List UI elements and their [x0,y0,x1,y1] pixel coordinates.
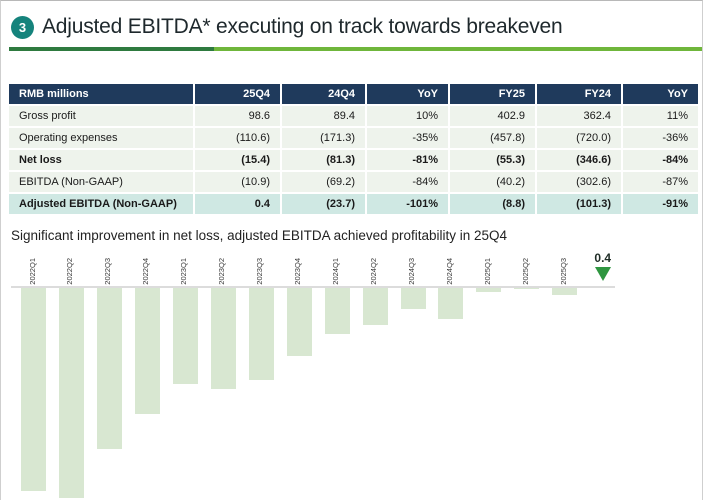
row-value: -81% [365,148,449,171]
x-axis-label: 2022Q3 [103,258,113,285]
column-header: FY24 [535,84,622,105]
row-value: (81.3) [280,148,366,171]
chart-caption: Significant improvement in net loss, adj… [11,228,508,243]
row-value: 0.4 [193,192,281,214]
x-axis-label: 2024Q1 [331,258,341,285]
row-value: (457.8) [448,126,536,149]
bar-2023Q4 [286,288,312,357]
row-value: 11% [621,104,698,127]
financials-table: RMB millions 25Q4 24Q4 YoY FY25 FY24 YoY Gross… [9,84,698,214]
row-value: (15.4) [193,148,281,171]
table-row: Gross profit 98.6 89.4 10% 402.9 362.4 11% [9,104,698,127]
column-header: 24Q4 [280,84,366,105]
row-value: -36% [621,126,698,149]
row-value: -101% [365,192,449,214]
bar-2025Q1 [476,288,502,292]
bar-2022Q4 [134,288,160,414]
bar-2022Q2 [58,288,84,498]
title-divider [9,47,702,51]
divider-light-segment [214,47,702,51]
row-value: (171.3) [280,126,366,149]
bar-2024Q3 [400,288,426,309]
row-label: Adjusted EBITDA (Non-GAAP) [9,192,194,214]
bar-2025Q2 [514,288,540,290]
column-header: FY25 [448,84,536,105]
row-value: 89.4 [280,104,366,127]
bar-2022Q3 [96,288,122,450]
row-label: Gross profit [9,104,194,127]
row-value: -35% [365,126,449,149]
column-header: 25Q4 [193,84,281,105]
bar-2023Q2 [210,288,236,389]
row-label: EBITDA (Non-GAAP) [9,170,194,193]
marker-value-label: 0.4 [594,251,612,265]
table-row: Net loss (15.4) (81.3) -81% (55.3) (346.6) -84… [9,148,698,171]
row-value: (302.6) [535,170,622,193]
divider-dark-segment [9,47,214,51]
row-value: 10% [365,104,449,127]
row-value: -84% [365,170,449,193]
bar-2024Q1 [324,288,350,334]
row-value: (40.2) [448,170,536,193]
page-title: Adjusted EBITDA* executing on track towa… [42,15,563,38]
bar-2023Q3 [248,288,274,380]
x-axis-label: 2023Q4 [293,258,303,285]
table-row: Adjusted EBITDA (Non-GAAP) 0.4 (23.7) -101%… [9,192,698,214]
x-axis-label: 2022Q1 [27,258,37,285]
row-value: (720.0) [535,126,622,149]
title-row: 3 Adjusted EBITDA* executing on track to… [11,15,563,39]
chart-baseline [11,286,615,288]
row-value: (346.6) [535,148,622,171]
row-value: -87% [621,170,698,193]
bar-2025Q3 [552,288,578,296]
row-value: -84% [621,148,698,171]
row-value: -91% [621,192,698,214]
column-header-label: RMB millions [9,84,194,105]
x-axis-label: 2022Q2 [65,258,75,285]
row-label: Net loss [9,148,194,171]
x-axis-label: 2023Q3 [255,258,265,285]
bar-2024Q4 [438,288,464,320]
row-value: 402.9 [448,104,536,127]
x-axis-label: 2024Q2 [369,258,379,285]
table-row: Operating expenses (110.6) (171.3) -35% (457… [9,126,698,149]
x-axis-label: 2024Q3 [407,258,416,285]
bar-2024Q2 [362,288,388,325]
x-axis-label: 2023Q1 [179,258,189,285]
row-value: (69.2) [280,170,366,193]
x-axis-label: 2025Q3 [558,258,568,285]
x-axis-label: 2025Q1 [482,258,492,285]
triangle-down-icon [594,267,611,281]
row-value: (10.9) [193,170,281,193]
x-axis-label: 2025Q2 [520,258,530,285]
x-axis-label: 2023Q2 [217,258,227,285]
row-value: 98.6 [193,104,281,127]
column-header: YoY [365,84,449,105]
table-row: EBITDA (Non-GAAP) (10.9) (69.2) -84% (40.2)(… [9,170,698,193]
row-label: Operating expenses [9,126,194,149]
slide-number-badge: 3 [11,15,34,39]
row-value: 362.4 [535,104,622,127]
bar-2023Q1 [172,288,198,384]
column-header: YoY [621,84,698,105]
x-axis-label: 2022Q4 [141,258,151,285]
row-value: (101.3) [535,192,622,214]
bar-2022Q1 [21,288,46,492]
row-value: (8.8) [448,192,536,214]
row-value: (23.7) [280,192,366,214]
row-value: (110.6) [193,126,281,149]
adjusted-ebitda-bar-chart: 2022Q1 2022Q2 2022Q3 2022Q4 2023Q1 2023Q2 2023… [1,249,703,501]
table-header-row: RMB millions 25Q4 24Q4 YoY FY25 FY24 YoY [9,84,698,105]
row-value: (55.3) [448,148,536,171]
x-axis-label: 2024Q4 [444,258,454,285]
